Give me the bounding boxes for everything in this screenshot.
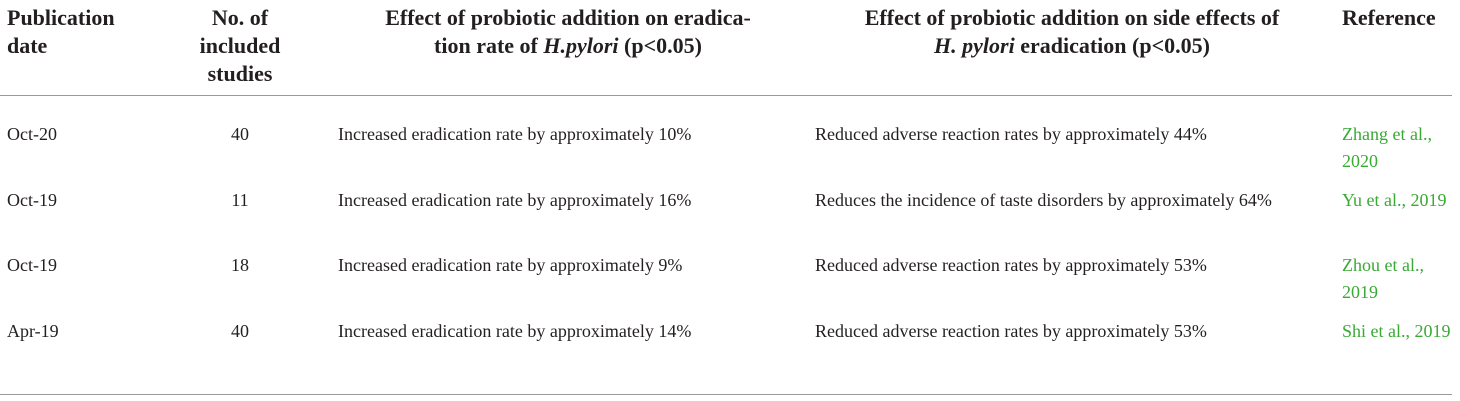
row-2-reference-link[interactable]: Yu et al., 2019 [1342, 190, 1447, 210]
row-3-reference-link[interactable]: Zhou et al., 2019 [1342, 255, 1424, 302]
table-bottom-rule [0, 394, 1452, 395]
row-3-eradication: Increased eradication rate by approximat… [338, 255, 683, 275]
row-1-side-effects: Reduced adverse reaction rates by approx… [815, 124, 1207, 144]
row-1-eradication: Increased eradication rate by approximat… [338, 124, 692, 144]
row-4-side-effects: Reduced adverse reaction rates by approx… [815, 321, 1207, 341]
header-effect-eradication-post: (p<0.05) [618, 33, 702, 58]
header-reference: Reference [1342, 5, 1436, 30]
row-3-date: Oct-19 [7, 255, 57, 275]
row-2-eradication: Increased eradication rate by approximat… [338, 190, 692, 210]
header-effect-eradication-pre: tion rate of [434, 33, 544, 58]
header-effect-eradication: Effect of probiotic addition on eradica-… [338, 4, 798, 60]
row-3-studies: 18 [231, 255, 249, 275]
row-4-date: Apr-19 [7, 321, 59, 341]
header-effect-eradication-organism: H.pylori [543, 33, 619, 58]
header-effect-side-line1: Effect of probiotic addition on side eff… [864, 5, 1280, 30]
header-publication-date: Publication date [7, 5, 115, 58]
row-1-date: Oct-20 [7, 124, 57, 144]
header-effect-eradication-line1: Effect of probiotic addition on eradica- [385, 5, 751, 30]
header-effect-side-post: eradication (p<0.05) [1014, 33, 1210, 58]
row-2-side-effects: Reduces the incidence of taste disorders… [815, 190, 1272, 210]
header-num-studies: No. of included studies [199, 5, 281, 86]
row-2-studies: 11 [231, 190, 249, 210]
header-effect-side-effects: Effect of probiotic addition on side eff… [812, 4, 1332, 60]
row-4-reference-link[interactable]: Shi et al., 2019 [1342, 321, 1451, 341]
row-3-side-effects: Reduced adverse reaction rates by approx… [815, 255, 1207, 275]
header-effect-side-organism: H. pylori [934, 33, 1015, 58]
row-1-reference-link[interactable]: Zhang et al., 2020 [1342, 124, 1432, 171]
row-4-eradication: Increased eradication rate by approximat… [338, 321, 692, 341]
row-2-date: Oct-19 [7, 190, 57, 210]
row-4-studies: 40 [231, 321, 249, 341]
header-divider [0, 95, 1452, 96]
row-1-studies: 40 [231, 124, 249, 144]
